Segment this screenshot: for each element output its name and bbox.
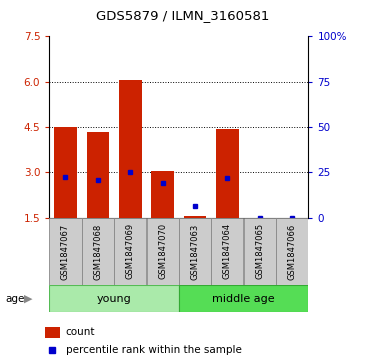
Text: GSM1847064: GSM1847064 [223, 223, 232, 280]
Text: GSM1847066: GSM1847066 [288, 223, 297, 280]
Bar [151, 171, 174, 218]
Bar [49, 218, 81, 285]
Bar [119, 80, 142, 218]
Text: count: count [66, 327, 95, 337]
Bar [211, 218, 243, 285]
Bar [114, 218, 146, 285]
Text: GSM1847069: GSM1847069 [126, 223, 135, 280]
Bar [147, 218, 179, 285]
Text: young: young [97, 294, 131, 303]
Text: GSM1847063: GSM1847063 [191, 223, 200, 280]
Bar [45, 327, 60, 338]
Bar [184, 216, 206, 218]
Bar [276, 218, 308, 285]
Bar [82, 218, 114, 285]
Text: GSM1847067: GSM1847067 [61, 223, 70, 280]
Text: GSM1847068: GSM1847068 [93, 223, 102, 280]
Text: GSM1847065: GSM1847065 [255, 223, 264, 280]
Bar [87, 132, 109, 218]
Text: GDS5879 / ILMN_3160581: GDS5879 / ILMN_3160581 [96, 9, 269, 22]
Text: middle age: middle age [212, 294, 275, 303]
Text: ▶: ▶ [24, 294, 32, 303]
Bar [244, 218, 276, 285]
Bar [179, 218, 211, 285]
Bar [216, 129, 239, 218]
Bar [49, 285, 179, 312]
Text: GSM1847070: GSM1847070 [158, 223, 167, 280]
Bar [179, 285, 308, 312]
Text: percentile rank within the sample: percentile rank within the sample [66, 345, 241, 355]
Bar [54, 127, 77, 218]
Text: age: age [5, 294, 25, 303]
